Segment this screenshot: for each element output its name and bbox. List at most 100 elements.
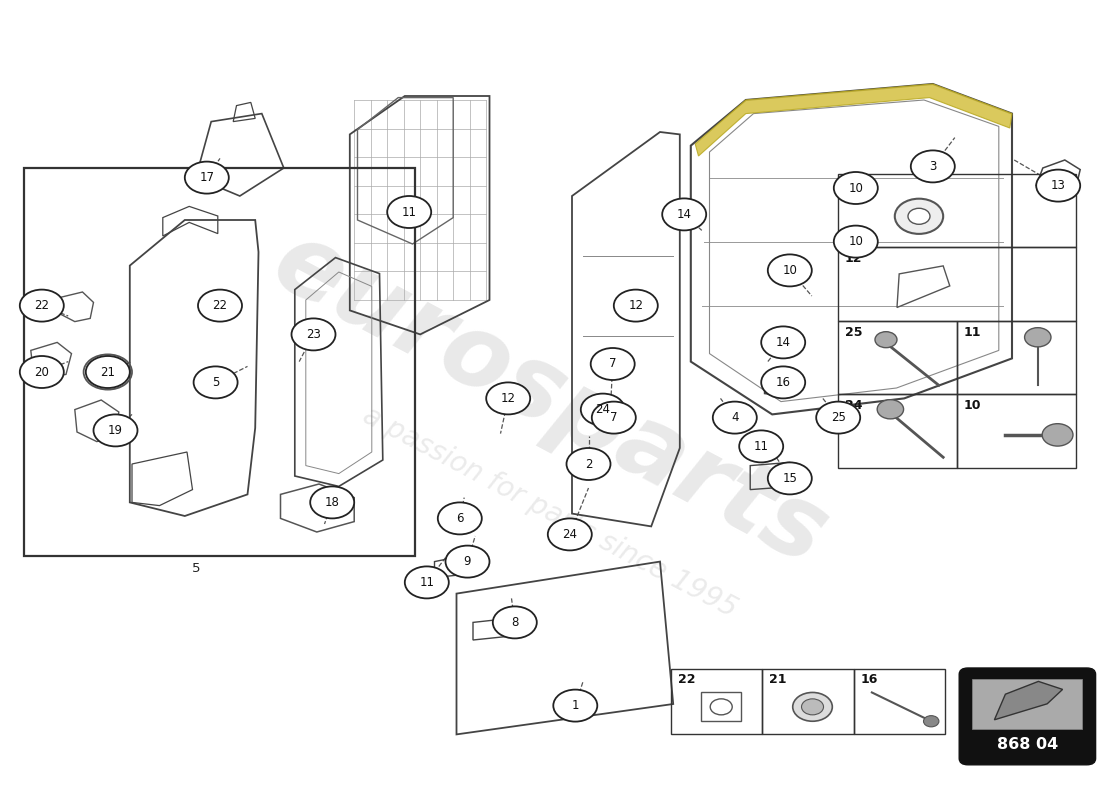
Circle shape: [768, 254, 812, 286]
Bar: [957, 321, 1076, 394]
Text: 23: 23: [306, 328, 321, 341]
Text: 6: 6: [456, 512, 463, 525]
Circle shape: [548, 518, 592, 550]
Circle shape: [877, 400, 903, 419]
Text: 7: 7: [609, 358, 616, 370]
Text: 4: 4: [732, 411, 738, 424]
Text: 12: 12: [845, 252, 862, 265]
Text: 10: 10: [782, 264, 797, 277]
Circle shape: [194, 366, 238, 398]
Polygon shape: [994, 682, 1063, 720]
Text: 10: 10: [848, 182, 864, 194]
Text: 7: 7: [610, 411, 617, 424]
Text: 8: 8: [512, 616, 518, 629]
Circle shape: [86, 356, 130, 388]
Circle shape: [908, 208, 930, 224]
Text: 18: 18: [324, 496, 340, 509]
Circle shape: [761, 326, 805, 358]
Bar: [762, 669, 854, 734]
Circle shape: [834, 172, 878, 204]
Text: 22: 22: [678, 673, 695, 686]
FancyBboxPatch shape: [959, 668, 1096, 765]
Circle shape: [566, 448, 610, 480]
Text: 11: 11: [754, 440, 769, 453]
Text: 14: 14: [845, 178, 862, 191]
Text: 9: 9: [464, 555, 471, 568]
Circle shape: [793, 693, 833, 722]
Circle shape: [1024, 328, 1050, 347]
Text: 14: 14: [676, 208, 692, 221]
Circle shape: [1042, 424, 1072, 446]
Text: 12: 12: [500, 392, 516, 405]
Circle shape: [761, 366, 805, 398]
Bar: [24, 168, 415, 556]
Circle shape: [591, 348, 635, 380]
Text: 24: 24: [845, 399, 862, 412]
Circle shape: [802, 699, 824, 715]
Text: 11: 11: [964, 326, 981, 338]
Text: 25: 25: [830, 411, 846, 424]
Text: 24: 24: [595, 403, 610, 416]
Circle shape: [198, 290, 242, 322]
Bar: [854, 669, 945, 734]
Text: a passion for parts since 1995: a passion for parts since 1995: [359, 401, 741, 623]
Circle shape: [1036, 170, 1080, 202]
Circle shape: [185, 162, 229, 194]
Circle shape: [94, 414, 138, 446]
Circle shape: [553, 690, 597, 722]
Circle shape: [310, 486, 354, 518]
Circle shape: [662, 198, 706, 230]
Circle shape: [486, 382, 530, 414]
Text: 24: 24: [562, 528, 578, 541]
Text: 21: 21: [100, 366, 116, 378]
Text: 19: 19: [108, 424, 123, 437]
Circle shape: [20, 356, 64, 388]
Circle shape: [834, 226, 878, 258]
Text: 20: 20: [34, 366, 50, 378]
Circle shape: [911, 150, 955, 182]
Circle shape: [405, 566, 449, 598]
Polygon shape: [695, 84, 1012, 156]
Bar: [838, 174, 1076, 247]
Text: 5: 5: [212, 376, 219, 389]
Text: 11: 11: [402, 206, 417, 218]
Circle shape: [387, 196, 431, 228]
Circle shape: [581, 394, 625, 426]
Text: 21: 21: [769, 673, 786, 686]
Circle shape: [20, 290, 64, 322]
Circle shape: [894, 198, 943, 234]
Circle shape: [438, 502, 482, 534]
Bar: [838, 247, 1076, 321]
Bar: [957, 394, 1076, 468]
Text: 11: 11: [419, 576, 435, 589]
Circle shape: [614, 290, 658, 322]
Bar: [671, 669, 762, 734]
Text: 5: 5: [191, 562, 200, 575]
Circle shape: [292, 318, 336, 350]
Text: 14: 14: [776, 336, 791, 349]
Text: 25: 25: [845, 326, 862, 338]
Circle shape: [768, 462, 812, 494]
Circle shape: [592, 402, 636, 434]
Text: 12: 12: [628, 299, 643, 312]
Circle shape: [924, 716, 939, 727]
Circle shape: [739, 430, 783, 462]
Circle shape: [446, 546, 490, 578]
Text: 2: 2: [585, 458, 592, 470]
Text: 13: 13: [1050, 179, 1066, 192]
Text: 1: 1: [572, 699, 579, 712]
Text: 10: 10: [848, 235, 864, 248]
Bar: [838, 394, 957, 468]
Text: 868 04: 868 04: [997, 737, 1058, 752]
Circle shape: [874, 332, 896, 348]
Circle shape: [493, 606, 537, 638]
Bar: [972, 678, 1082, 729]
Bar: [838, 321, 957, 394]
Text: 22: 22: [34, 299, 50, 312]
Text: 16: 16: [776, 376, 791, 389]
Circle shape: [816, 402, 860, 434]
Text: 16: 16: [860, 673, 878, 686]
Text: 15: 15: [782, 472, 797, 485]
Text: 10: 10: [964, 399, 981, 412]
Text: eurosparts: eurosparts: [256, 214, 844, 586]
